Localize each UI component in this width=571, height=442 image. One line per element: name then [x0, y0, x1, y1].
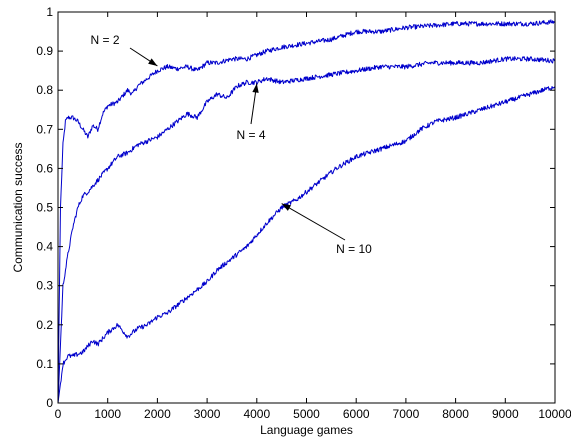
- x-tick-label: 10000: [538, 407, 571, 421]
- annotation-arrow-head: [252, 83, 259, 93]
- x-tick-label: 3000: [194, 407, 221, 421]
- x-tick-label: 5000: [293, 407, 320, 421]
- y-tick-label: 0: [46, 396, 53, 410]
- x-tick-label: 2000: [144, 407, 171, 421]
- annotation-label: N = 2: [90, 33, 119, 47]
- x-tick-label: 8000: [442, 407, 469, 421]
- annotation-label: N = 4: [236, 128, 265, 142]
- y-tick-label: 0.4: [36, 240, 53, 254]
- y-axis-label: Communication success: [11, 142, 25, 272]
- annotation-layer: N = 2 N = 4 N = 10: [90, 33, 372, 256]
- x-tick-label: 6000: [343, 407, 370, 421]
- annotation-arrow-shaft: [281, 203, 346, 241]
- x-tick-label: 4000: [243, 407, 270, 421]
- x-tick-label: 1000: [94, 407, 121, 421]
- y-tick-label: 0.3: [36, 279, 53, 293]
- series-line: [57, 19, 556, 404]
- x-tick-label: 9000: [492, 407, 519, 421]
- y-tick-label: 0.2: [36, 318, 53, 332]
- y-tick-label: 0.6: [36, 161, 53, 175]
- plot-area: [58, 12, 555, 403]
- annotation-arrow-head: [281, 203, 292, 211]
- y-tick-label: 1: [46, 5, 53, 19]
- series-line: [57, 86, 556, 404]
- y-tick-label: 0.5: [36, 201, 53, 215]
- tick-layer: 0 1000 2000 3000 4000 5000 6000 7000 8000 9000 100…: [36, 5, 571, 421]
- series-layer: [57, 19, 556, 404]
- y-tick-label: 0.7: [36, 122, 53, 136]
- x-tick-label: 7000: [393, 407, 420, 421]
- y-tick-label: 0.9: [36, 44, 53, 58]
- x-tick-label: 0: [55, 407, 62, 421]
- y-tick-label: 0.8: [36, 83, 53, 97]
- series-line: [57, 56, 556, 404]
- x-axis-label: Language games: [260, 423, 353, 437]
- y-tick-label: 0.1: [36, 357, 53, 371]
- annotation-label: N = 10: [336, 242, 372, 256]
- annotation-arrow-head: [148, 58, 158, 66]
